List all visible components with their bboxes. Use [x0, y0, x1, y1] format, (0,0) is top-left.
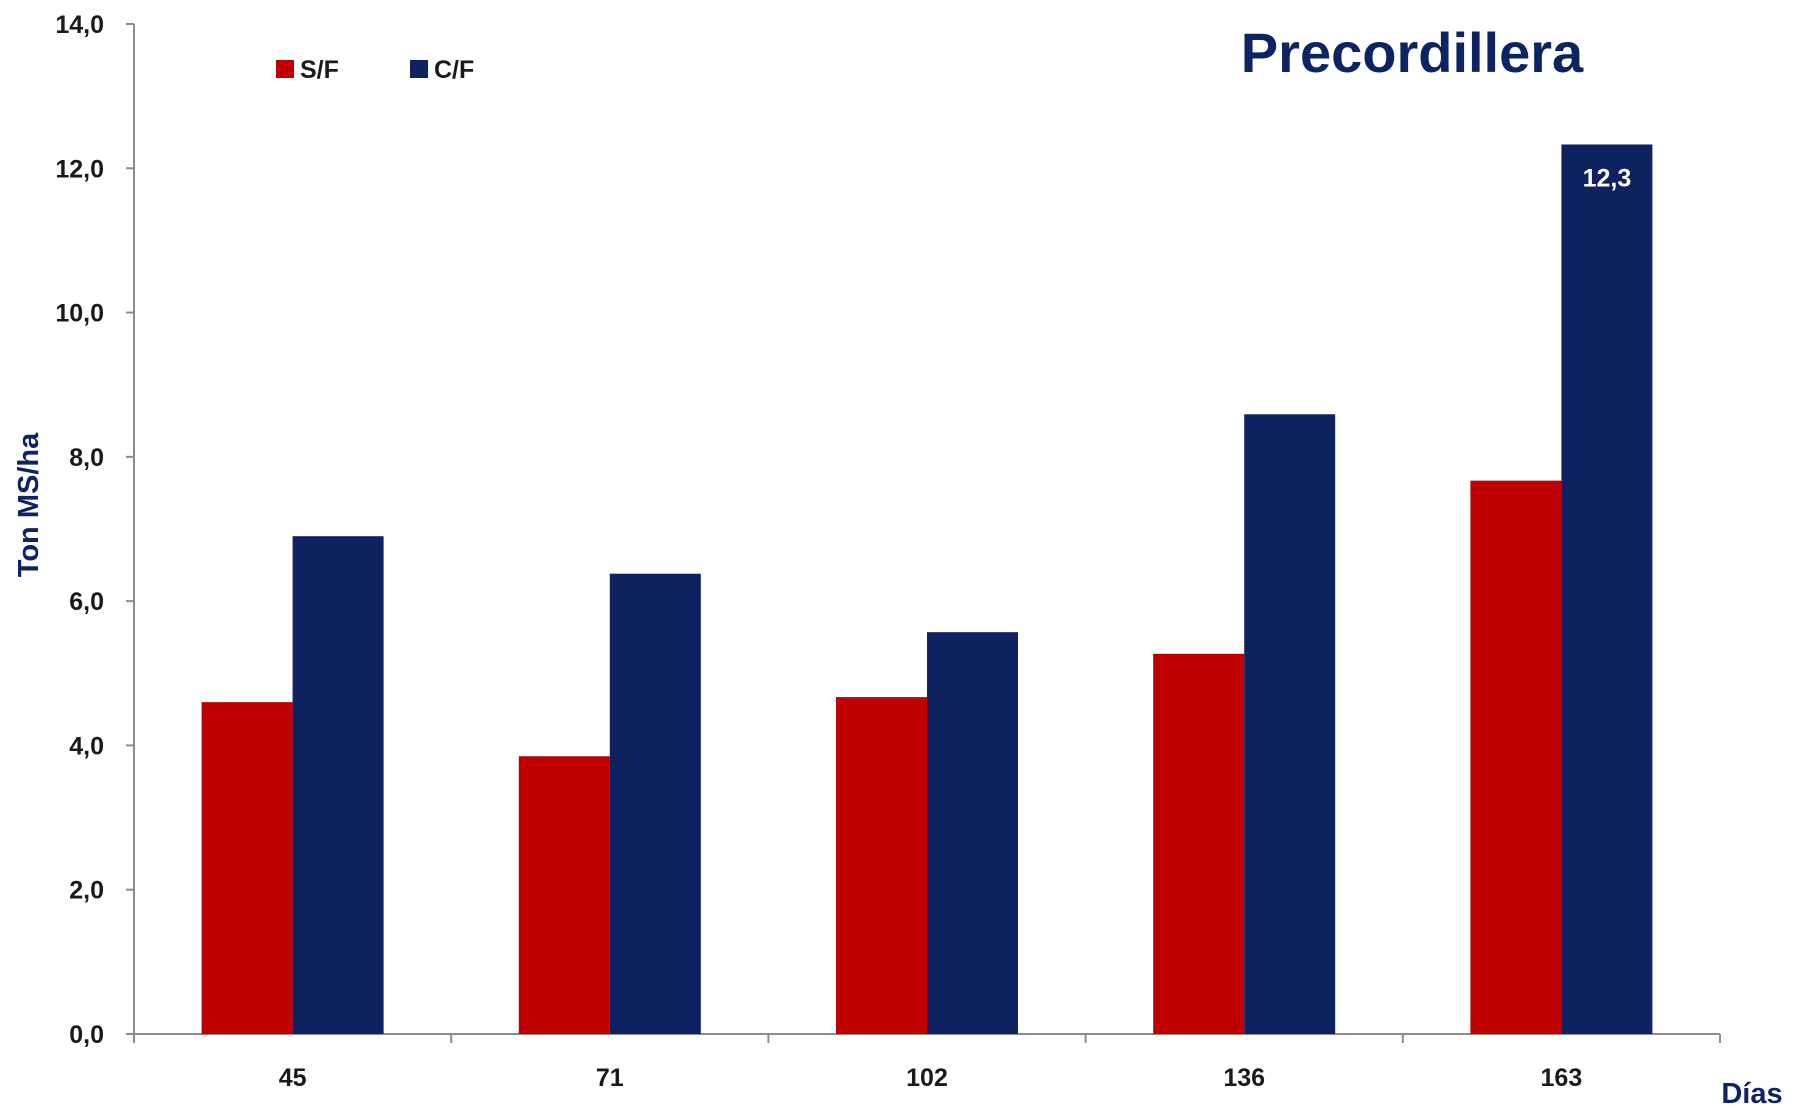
bar-sf-45: [201, 702, 293, 1034]
y-tick-label: 4,0: [69, 732, 104, 760]
data-label: 12,3: [1583, 164, 1632, 192]
bar-cf-71: [609, 573, 701, 1034]
x-tick-label: 71: [596, 1064, 624, 1092]
y-tick-label: 8,0: [69, 444, 104, 472]
legend: S/F C/F: [276, 56, 474, 84]
bar-cf-45: [292, 536, 384, 1034]
plot-area: 0,0 2,0 4,0 6,0 8,0 10,0 12,0 14,0 45 71 102 136 163…: [55, 11, 1721, 1092]
x-tick-label: 102: [906, 1064, 948, 1092]
y-tick-label: 6,0: [69, 588, 104, 616]
y-tick-label: 10,0: [55, 300, 104, 328]
bar-cf-102: [927, 632, 1018, 1034]
bar-sf-102: [836, 697, 927, 1034]
y-tick-label: 12,0: [55, 155, 104, 183]
bar-cf-136: [1244, 414, 1336, 1034]
y-axis-title: Ton MS/ha: [13, 432, 45, 577]
x-tick-label: 136: [1223, 1064, 1265, 1092]
y-tick-label: 0,0: [69, 1021, 104, 1049]
bar-cf-163: [1561, 144, 1653, 1034]
legend-swatch-cf: [410, 60, 428, 78]
x-tick-label: 163: [1541, 1064, 1583, 1092]
x-axis-title: Días: [1721, 1078, 1782, 1109]
y-tick-label: 14,0: [55, 11, 104, 39]
legend-label: S/F: [300, 56, 339, 84]
legend-label: C/F: [434, 56, 474, 84]
bar-sf-163: [1470, 480, 1562, 1034]
x-tick-label: 45: [279, 1064, 307, 1092]
chart-title: Precordillera: [1241, 21, 1584, 84]
legend-swatch-sf: [276, 60, 294, 78]
y-tick-label: 2,0: [69, 877, 104, 905]
bar-sf-71: [518, 756, 610, 1034]
bar-sf-136: [1153, 653, 1245, 1034]
